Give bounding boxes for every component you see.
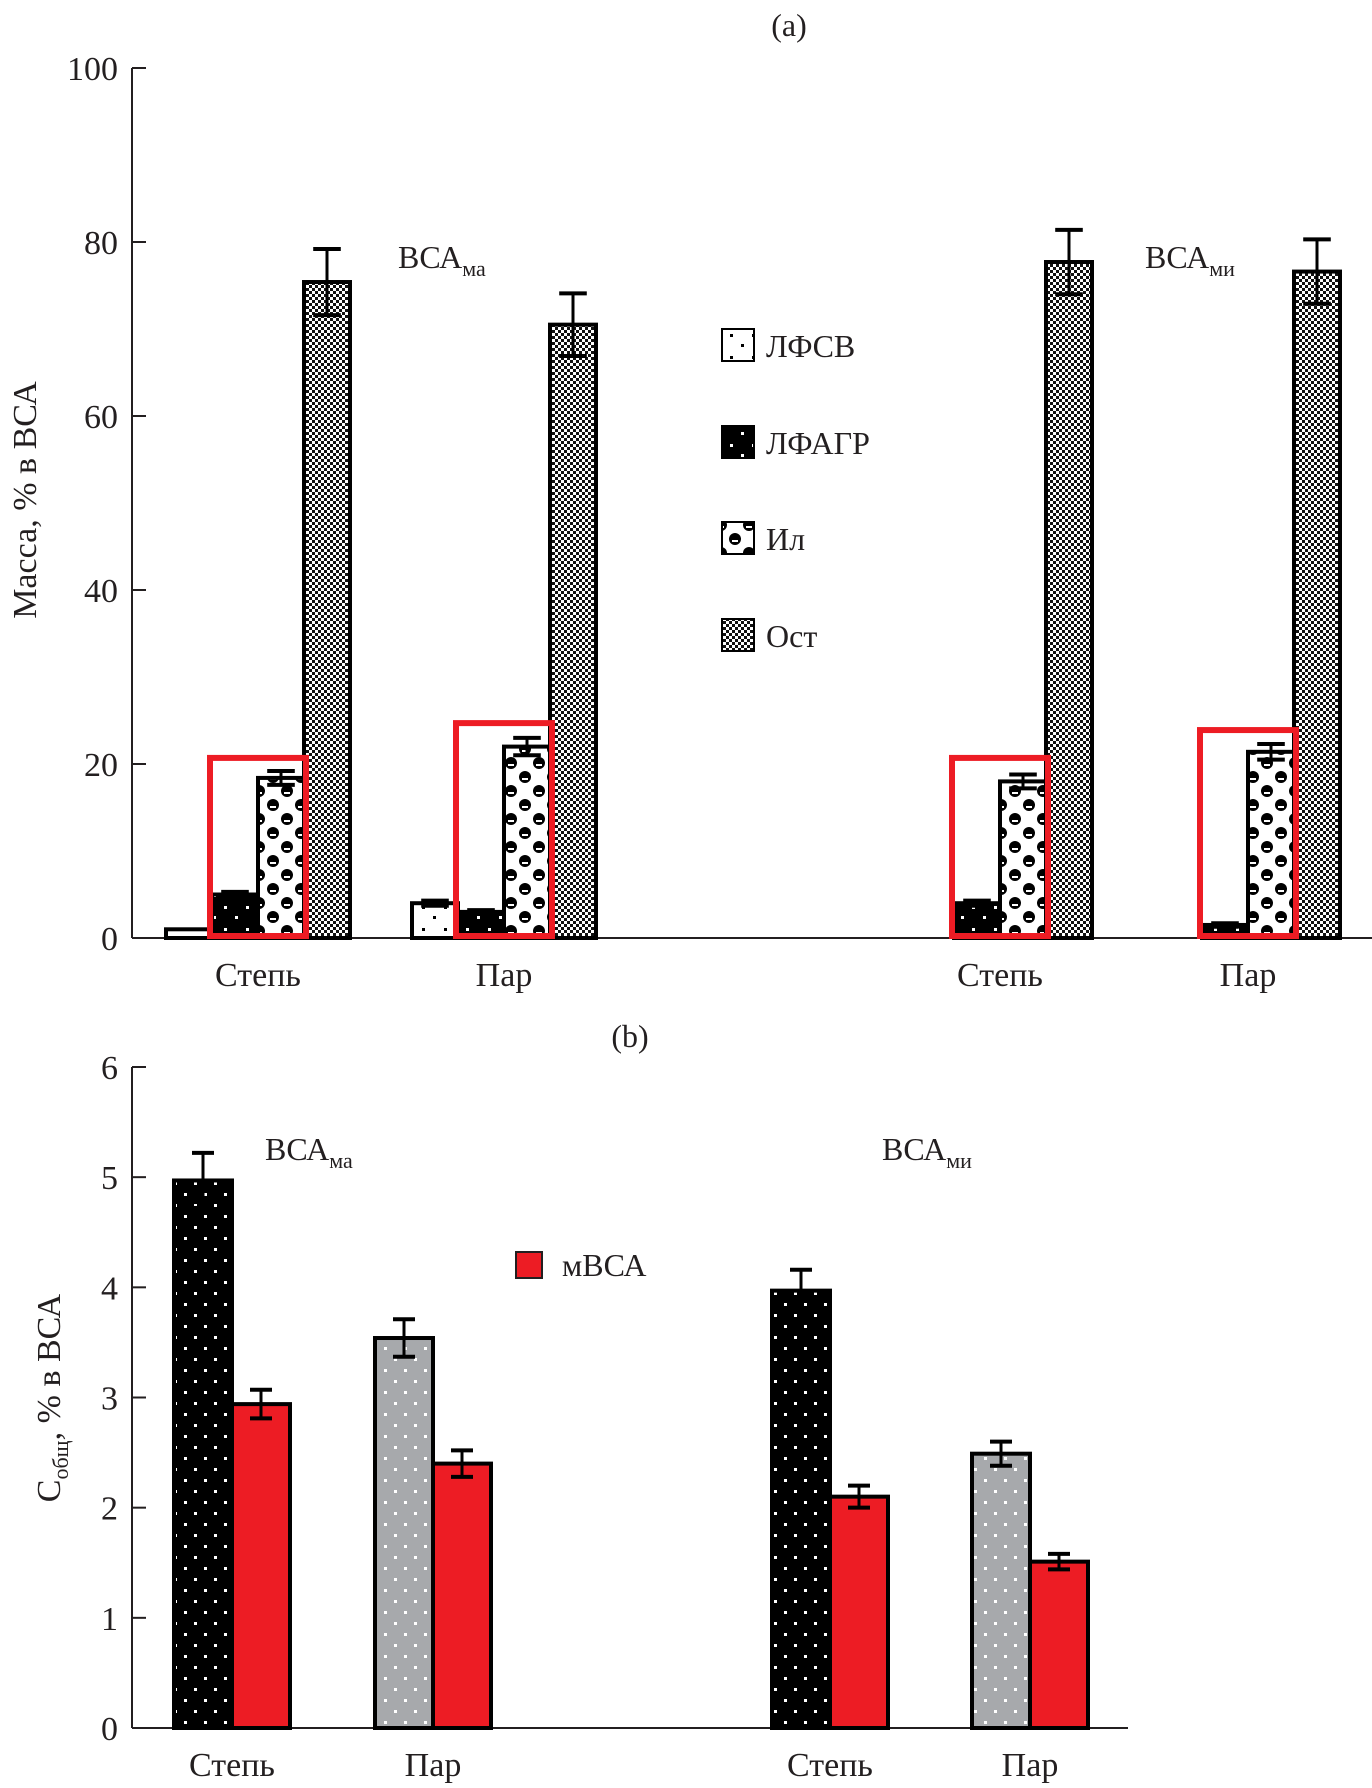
bar-мВСА-1 (431, 1461, 493, 1730)
bar-ЛФАГР-0 (210, 892, 260, 940)
y-tick-label: 6 (101, 1050, 118, 1087)
panel-a-bars (164, 227, 1342, 941)
legend-swatch-Ил (721, 521, 755, 555)
y-tick-label: 0 (101, 921, 118, 958)
x-category-label: Пар (1002, 1747, 1059, 1784)
group-label-vsa-mi: ВСАми (1145, 239, 1235, 281)
y-axis-title: Масса, % в ВСА (7, 381, 44, 619)
bar-ВСА-3 (970, 1451, 1032, 1731)
panel-b-axes: 0 1 2 3 4 5 6 Собщ, % в ВСА (31, 1050, 1128, 1748)
legend-swatch-ЛФАГР (721, 425, 755, 459)
legend-swatch-mvsa (515, 1251, 543, 1279)
panel-b-bars (172, 1150, 1090, 1731)
legend-label: Ост (766, 618, 817, 654)
bar-мВСА-3 (1028, 1559, 1090, 1730)
panel-b-labels: Степь Пар Степь Пар ВСАма ВСАми (189, 1131, 1058, 1784)
panel-b: (b) 0 1 2 3 4 5 6 Собщ, % в ВСА Степь Пар Степь Па… (31, 1018, 1128, 1784)
y-tick-label: 1 (101, 1601, 118, 1638)
bar-ВСА-0 (172, 1178, 234, 1730)
group-label-vsa-ma: ВСАма (398, 239, 486, 281)
y-axis-title: Собщ, % в ВСА (31, 1293, 73, 1502)
bar-Ил-0 (256, 775, 306, 940)
panel-a-title: (a) (771, 7, 807, 43)
highlight-box (207, 754, 309, 939)
highlight-box (1197, 727, 1299, 939)
panel-a-labels: Степь Пар Степь Пар ВСАма ВСАми (215, 239, 1276, 994)
bar-ЛФАГР-2 (952, 901, 1002, 941)
x-category-label: Степь (215, 957, 301, 994)
legend-label: ЛФСВ (766, 328, 855, 364)
y-tick-label: 60 (84, 399, 118, 436)
group-label-vsa-ma: ВСАма (265, 1131, 353, 1173)
legend-swatch-Ост (721, 618, 755, 652)
legend-label: Ил (766, 521, 805, 557)
highlight-box (453, 720, 555, 939)
y-tick-label: 80 (84, 225, 118, 262)
y-tick-label: 20 (84, 747, 118, 784)
x-category-label: Степь (957, 957, 1043, 994)
x-category-label: Пар (476, 957, 533, 994)
bar-Ил-2 (998, 779, 1048, 941)
bar-Ост-2 (1044, 260, 1094, 940)
bar-Ост-0 (302, 280, 352, 940)
bar-Ил-1 (502, 744, 552, 940)
x-category-label: Пар (405, 1747, 462, 1784)
y-tick-label: 3 (101, 1381, 118, 1418)
panel-b-legend: мВСА (515, 1247, 646, 1283)
y-tick-label: 4 (101, 1270, 118, 1307)
bar-мВСА-2 (828, 1494, 890, 1731)
legend-label: мВСА (562, 1247, 646, 1283)
bar-Ост-1 (548, 322, 598, 940)
bar-ЛФСВ-1 (410, 901, 460, 941)
y-tick-label: 0 (101, 1711, 118, 1748)
bar-мВСА-0 (230, 1402, 292, 1730)
highlight-box (949, 754, 1051, 939)
y-tick-label: 100 (67, 51, 118, 88)
panel-a-legend: ЛФСВ ЛФАГР Ил Ост (721, 328, 870, 654)
x-category-label: Степь (787, 1747, 873, 1784)
bar-ЛФСВ-0 (164, 927, 214, 940)
panel-b-title: (b) (611, 1018, 648, 1054)
legend-swatch-ЛФСВ (721, 328, 755, 362)
bar-Ил-3 (1246, 749, 1296, 940)
bar-ВСА-1 (373, 1336, 435, 1730)
x-category-label: Степь (189, 1747, 275, 1784)
bar-Ост-3 (1292, 269, 1342, 940)
y-tick-label: 2 (101, 1491, 118, 1528)
bar-ВСА-2 (770, 1288, 832, 1730)
panel-a-axes: 0 20 40 60 80 100 Масса, % в ВСА (7, 51, 1372, 958)
group-label-vsa-mi: ВСАми (882, 1131, 972, 1173)
legend-label: ЛФАГР (766, 425, 870, 461)
y-tick-label: 5 (101, 1160, 118, 1197)
x-category-label: Пар (1220, 957, 1277, 994)
y-tick-label: 40 (84, 573, 118, 610)
